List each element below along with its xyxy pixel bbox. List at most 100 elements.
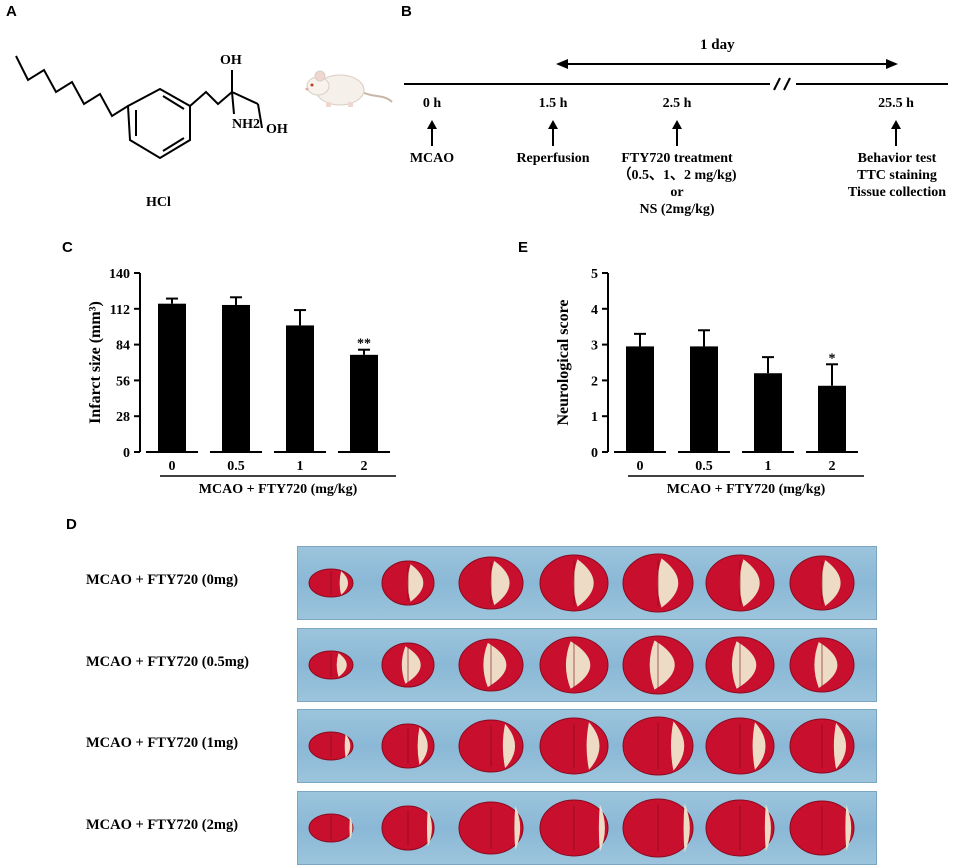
event-arrow-1-5h-shaft xyxy=(548,120,558,146)
infarct-region xyxy=(683,803,690,853)
brain-slice xyxy=(308,568,354,598)
infarct-region xyxy=(407,564,424,602)
significance-marker: ** xyxy=(357,337,371,352)
event-arrow-25-5h-shaft xyxy=(891,120,901,146)
y-tick-label: 84 xyxy=(116,339,130,354)
axis-break-mark-1 xyxy=(773,77,781,91)
mouse-illustration xyxy=(305,70,393,107)
alkyl-chain xyxy=(15,55,129,118)
panel-letter-c: C xyxy=(62,239,73,256)
infarct-region xyxy=(739,559,760,607)
brain-slice xyxy=(789,800,855,856)
brain-slice xyxy=(705,717,775,775)
x-tick-label: 0 xyxy=(637,459,644,474)
x-tick-label: 0.5 xyxy=(695,459,713,474)
mouse-foot-front xyxy=(326,102,331,107)
brain-slice-photo-strip xyxy=(297,791,877,865)
time-label-1-5h: 1.5 h xyxy=(538,96,568,111)
brain-slice xyxy=(308,731,354,761)
infarct-region xyxy=(514,805,521,851)
y-tick-label: 3 xyxy=(591,339,598,354)
brain-slice xyxy=(458,638,524,692)
photo-row-label: MCAO + FTY720 (0mg) xyxy=(86,572,239,588)
hydroxyl-label-1: OH xyxy=(220,53,242,68)
outcome-line-1: Behavior test xyxy=(857,151,937,166)
brain-slice xyxy=(539,799,609,857)
x-axis-label: MCAO + FTY720 (mg/kg) xyxy=(667,482,826,497)
infarct-region xyxy=(814,642,838,688)
brain-slice xyxy=(539,636,609,694)
bar xyxy=(690,346,718,452)
brain-slices xyxy=(308,553,855,613)
infarct-region xyxy=(833,723,847,769)
infarct-region xyxy=(483,642,507,688)
y-tick-label: 56 xyxy=(116,374,130,389)
brain-slice xyxy=(458,719,524,773)
brain-slice-photo-strip xyxy=(297,546,877,620)
timeline-event-arrows xyxy=(427,120,901,146)
mouse-eye xyxy=(310,83,314,87)
event-arrow-0h-shaft xyxy=(427,120,437,146)
brain-slices xyxy=(308,635,855,695)
y-axis-label: Infarct size (mm³) xyxy=(87,301,104,424)
salt-label: HCl xyxy=(146,195,171,210)
treatment-line-3: or xyxy=(670,185,684,200)
panel-letter-b: B xyxy=(401,3,412,20)
event-label-reperfusion: Reperfusion xyxy=(503,150,603,167)
significance-marker: * xyxy=(829,351,836,366)
infarct-region xyxy=(573,559,594,607)
infarct-region xyxy=(490,560,510,606)
infarct-region xyxy=(401,646,421,684)
treatment-line-1: FTY720 treatment xyxy=(621,151,733,166)
outcome-line-2: TTC staining xyxy=(857,168,937,183)
infarct-region xyxy=(586,722,600,770)
x-tick-label: 0 xyxy=(169,459,176,474)
day-span-label: 1 day xyxy=(700,37,735,53)
time-label-0h: 0 h xyxy=(422,96,442,111)
brain-slice-photo-strip xyxy=(297,709,877,783)
event-label-reperfusion-line: Reperfusion xyxy=(516,151,590,166)
axis-break-mark-2 xyxy=(783,77,791,91)
bar xyxy=(754,373,782,452)
infarct-region xyxy=(731,641,757,689)
y-tick-label: 112 xyxy=(110,303,130,318)
treatment-line-2: （0.5、1、2 mg/kg) xyxy=(617,168,737,183)
infarct-region xyxy=(417,727,428,765)
brain-slice xyxy=(789,637,855,693)
x-tick-label: 0.5 xyxy=(227,459,245,474)
event-label-mcao-line: MCAO xyxy=(409,151,455,166)
brain-slice xyxy=(789,718,855,774)
infarct-region xyxy=(657,558,679,608)
infarct-region xyxy=(426,809,432,847)
time-label-25-5h: 25.5 h xyxy=(878,96,914,111)
y-tick-label: 0 xyxy=(123,446,130,461)
x-tick-label: 2 xyxy=(361,459,368,474)
infarct-region xyxy=(670,721,685,771)
brain-slice xyxy=(705,554,775,612)
x-axis-label: MCAO + FTY720 (mg/kg) xyxy=(199,482,358,497)
brain-slice xyxy=(458,801,524,855)
infarct-region xyxy=(821,560,841,606)
event-label-mcao: MCAO xyxy=(402,150,462,167)
infarct-region xyxy=(339,571,349,595)
x-tick-label: 1 xyxy=(765,459,772,474)
brain-slice xyxy=(622,635,694,695)
mouse-foot-back xyxy=(348,102,353,107)
outcome-line-3: Tissue collection xyxy=(847,185,947,200)
brain-slice xyxy=(539,554,609,612)
event-label-treatment: FTY720 treatment （0.5、1、2 mg/kg) or NS (… xyxy=(600,150,754,218)
infarct-region xyxy=(344,734,351,758)
bar xyxy=(818,385,846,452)
infarct-region xyxy=(336,653,347,677)
bar xyxy=(158,303,186,452)
panel-letter-e: E xyxy=(518,239,529,256)
mouse-ear xyxy=(314,70,326,82)
brain-slice xyxy=(622,798,694,858)
infarct-region xyxy=(565,641,591,689)
chart-infarct-size: 0 28 56 84 112 140 0 0.5 1 2 ** MCAO + FTY720 (mg/k… xyxy=(87,267,396,497)
benzene-ring xyxy=(126,87,191,160)
brain-slice xyxy=(381,560,435,606)
bar xyxy=(222,304,250,452)
brain-slice xyxy=(381,723,435,769)
brain-slice-photo-strip xyxy=(297,628,877,702)
